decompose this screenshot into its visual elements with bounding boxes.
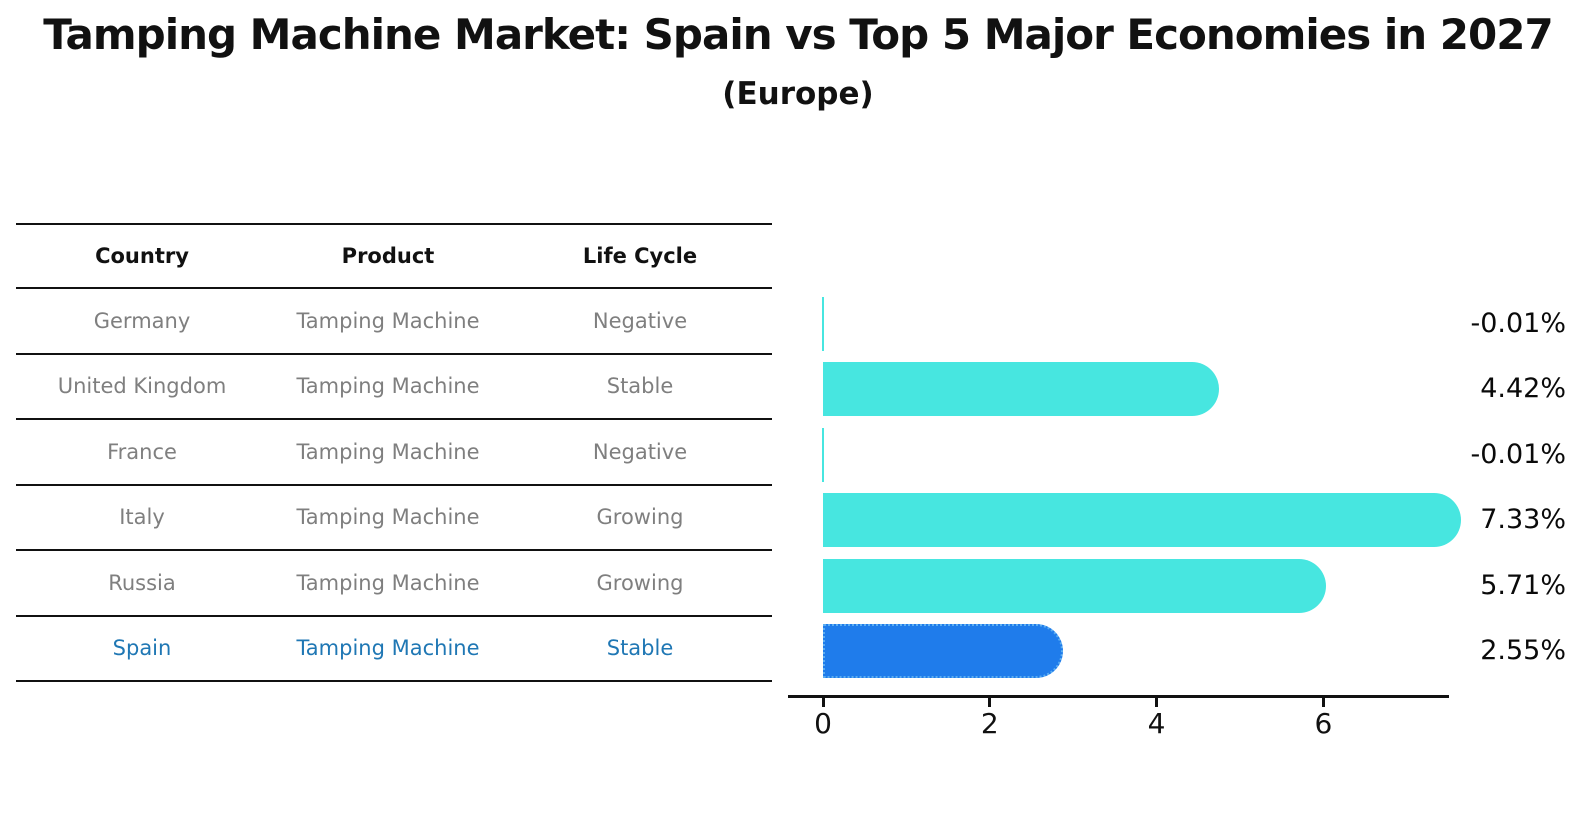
cell-life-cycle: Growing	[596, 570, 684, 595]
table-header-row: Country Product Life Cycle	[16, 223, 772, 289]
value-label-russia: 5.71%	[1480, 569, 1566, 601]
x-axis-tick-label: 6	[1314, 707, 1333, 740]
cell-life-cycle: Negative	[592, 439, 688, 464]
cell-product: Tamping Machine	[296, 308, 480, 333]
table-row-united-kingdom: United Kingdom Tamping Machine Stable	[16, 355, 772, 420]
cell-country: Spain	[112, 636, 172, 661]
bar-germany	[822, 297, 824, 351]
comparison-table: Country Product Life Cycle Germany Tampi…	[16, 223, 772, 682]
value-label-germany: -0.01%	[1470, 308, 1566, 339]
cell-life-cycle: Stable	[606, 636, 674, 661]
bar-france	[822, 427, 824, 482]
table-row-germany: Germany Tamping Machine Negative	[16, 289, 772, 355]
cell-product: Tamping Machine	[296, 374, 480, 399]
x-axis-tick	[821, 698, 825, 707]
cell-country: United Kingdom	[57, 374, 227, 399]
cell-country: Italy	[119, 505, 165, 530]
cell-country: France	[107, 439, 177, 464]
value-label-italy: 7.33%	[1480, 504, 1566, 536]
x-axis-tick	[1321, 698, 1325, 707]
x-axis-tick	[988, 698, 992, 707]
cell-product: Tamping Machine	[296, 570, 480, 595]
x-axis-tick-label: 0	[814, 707, 832, 740]
page-subtitle: (Europe)	[722, 76, 874, 112]
page-title: Tamping Machine Market: Spain vs Top 5 M…	[43, 10, 1553, 59]
value-label-france: -0.01%	[1470, 438, 1566, 470]
cell-life-cycle: Growing	[596, 505, 684, 530]
header-life-cycle: Life Cycle	[582, 244, 698, 268]
cell-country: Russia	[108, 570, 176, 595]
x-axis-line	[788, 695, 1449, 698]
cell-country: Germany	[93, 308, 191, 333]
bar-spain	[823, 624, 1063, 678]
cell-product: Tamping Machine	[296, 439, 480, 464]
x-axis-tick-label: 2	[980, 707, 999, 740]
value-label-spain: 2.55%	[1480, 635, 1566, 666]
header-product: Product	[341, 244, 435, 268]
cell-product: Tamping Machine	[296, 636, 480, 661]
header-country: Country	[95, 244, 189, 268]
table-row-italy: Italy Tamping Machine Growing	[16, 486, 772, 551]
x-axis-tick-label: 4	[1147, 707, 1166, 740]
cell-life-cycle: Stable	[606, 374, 674, 399]
table-row-russia: Russia Tamping Machine Growing	[16, 551, 772, 617]
table-row-france: France Tamping Machine Negative	[16, 420, 772, 486]
table-row-spain: Spain Tamping Machine Stable	[16, 617, 772, 682]
cell-life-cycle: Negative	[592, 308, 688, 333]
bar-united-kingdom	[823, 362, 1219, 417]
x-axis-tick	[1155, 698, 1159, 707]
cell-product: Tamping Machine	[296, 505, 480, 530]
bar-italy	[823, 493, 1462, 548]
bar-russia	[823, 558, 1327, 613]
value-label-united-kingdom: 4.42%	[1480, 373, 1566, 405]
